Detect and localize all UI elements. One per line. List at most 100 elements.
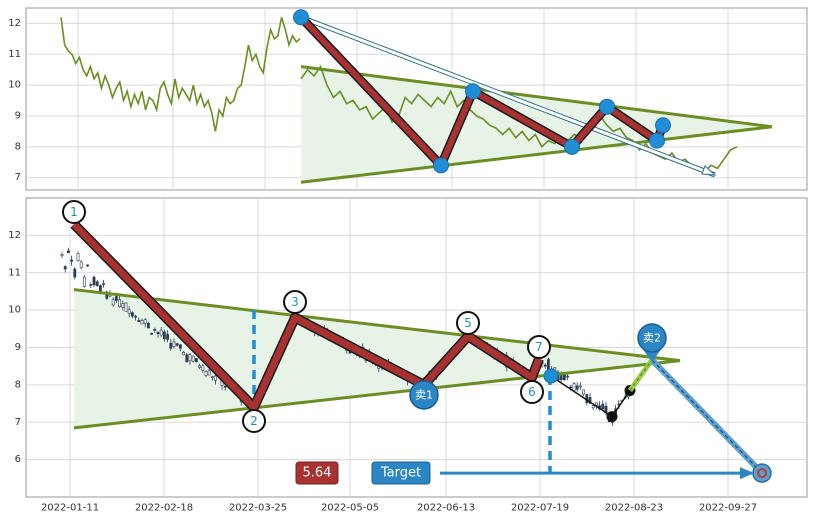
x-tick-label: 2022-05-05 <box>321 503 379 514</box>
candle-body <box>185 354 189 363</box>
candle-body <box>124 302 128 312</box>
top-wave-marker <box>655 117 671 134</box>
wave-label-2: 2 <box>250 414 258 428</box>
sell2-connector <box>629 359 653 391</box>
candle-body <box>67 250 70 254</box>
candle-body <box>211 376 214 378</box>
candle-body <box>163 331 166 340</box>
candle-body <box>582 389 586 395</box>
top-trend-arrow-core <box>300 15 716 177</box>
wave-label-5: 5 <box>464 316 472 330</box>
candle-body <box>204 370 208 376</box>
candle-body <box>76 253 80 262</box>
target-arrowhead <box>740 467 754 480</box>
candle-body <box>127 309 131 314</box>
wave-label-1: 1 <box>70 205 78 219</box>
target-price-badge <box>295 461 339 485</box>
bottom-y-tick-label: 11 <box>8 267 21 278</box>
candle-body <box>175 343 179 346</box>
top-y-tick-label: 11 <box>8 49 21 60</box>
x-tick-label: 2022-06-13 <box>417 503 475 514</box>
candle-body <box>137 319 141 322</box>
target-price-badge-text: 5.64 <box>303 466 332 481</box>
candle-body <box>166 334 170 340</box>
bottom-y-tick-label: 8 <box>15 379 21 390</box>
candle-body <box>83 276 86 287</box>
top-wave-marker <box>599 98 615 115</box>
candle-body <box>172 341 176 347</box>
candle-body <box>207 370 211 376</box>
candle-body <box>159 329 163 336</box>
wave-label-circle <box>527 335 551 359</box>
top-price-line <box>300 64 738 173</box>
bottom-triangle-lower-line <box>73 359 681 430</box>
top-y-tick-label: 9 <box>15 110 21 121</box>
candle-body <box>153 329 157 331</box>
x-tick-label: 2022-07-19 <box>511 503 569 514</box>
candle-body <box>140 320 144 325</box>
target-marker <box>752 463 772 483</box>
top-wave-marker <box>649 132 665 149</box>
sell-1-bubble <box>409 380 439 410</box>
x-tick-label: 2022-08-23 <box>605 503 663 514</box>
candle-body <box>588 397 592 404</box>
candle-body <box>182 351 186 356</box>
bottom-y-tick-label: 12 <box>8 230 21 241</box>
candle-body <box>156 331 160 334</box>
target-label-badge <box>371 461 431 485</box>
candle-body <box>559 374 563 381</box>
top-triangle-lower-line <box>300 125 773 184</box>
candle-body <box>86 264 90 267</box>
x-tick-label: 2022-02-18 <box>135 503 193 514</box>
candle-body <box>569 386 573 389</box>
sell-2-bubble <box>637 323 667 353</box>
x-tick-label: 2022-01-11 <box>41 503 99 514</box>
sell-1-label: 卖1 <box>415 389 433 402</box>
candle-body <box>143 319 147 324</box>
candle-body <box>95 281 99 287</box>
candle-body <box>134 315 138 318</box>
target-label-text: Target <box>380 466 421 481</box>
candle-body <box>223 385 227 388</box>
top-trend-arrowhead <box>701 165 717 176</box>
bottom-y-tick-label: 10 <box>8 305 21 316</box>
x-tick-label: 2022-03-25 <box>229 503 287 514</box>
candle-body <box>99 285 102 292</box>
wave-label-circle <box>62 200 86 224</box>
top-wave-marker <box>564 138 580 155</box>
wave-label-circle <box>242 409 266 433</box>
candle-body <box>115 296 118 301</box>
wave-label-circle <box>520 380 544 404</box>
sell-2-label: 卖2 <box>643 332 661 345</box>
top-wave-marker <box>433 157 449 174</box>
candle-body <box>214 375 218 381</box>
candle-body <box>102 283 106 286</box>
candle-body <box>188 354 192 362</box>
candle-body <box>169 343 173 349</box>
wave-label-circle <box>283 290 307 314</box>
candle-body <box>591 405 595 409</box>
bottom-y-tick-label: 6 <box>15 454 21 465</box>
candle-body <box>198 365 202 368</box>
top-wave-marker <box>293 9 309 26</box>
candle-body <box>63 266 67 270</box>
bottom-y-tick-label: 7 <box>15 417 21 428</box>
x-tick-label: 2022-09-27 <box>699 503 757 514</box>
target-marker-core <box>757 468 767 479</box>
candle-body <box>118 299 122 307</box>
candle-body <box>79 261 83 269</box>
candle-body <box>147 323 150 329</box>
candle-body <box>92 276 96 286</box>
top-y-tick-label: 12 <box>8 18 21 29</box>
candle-body <box>73 268 77 278</box>
top-y-tick-label: 7 <box>15 172 21 183</box>
candle-body <box>201 365 205 371</box>
candle-body <box>191 355 195 362</box>
candle-body <box>89 284 93 286</box>
bottom-triangle-upper-line <box>73 288 681 363</box>
top-y-tick-label: 10 <box>8 80 21 91</box>
candle-body <box>566 375 570 378</box>
top-wave-marker <box>465 83 481 100</box>
